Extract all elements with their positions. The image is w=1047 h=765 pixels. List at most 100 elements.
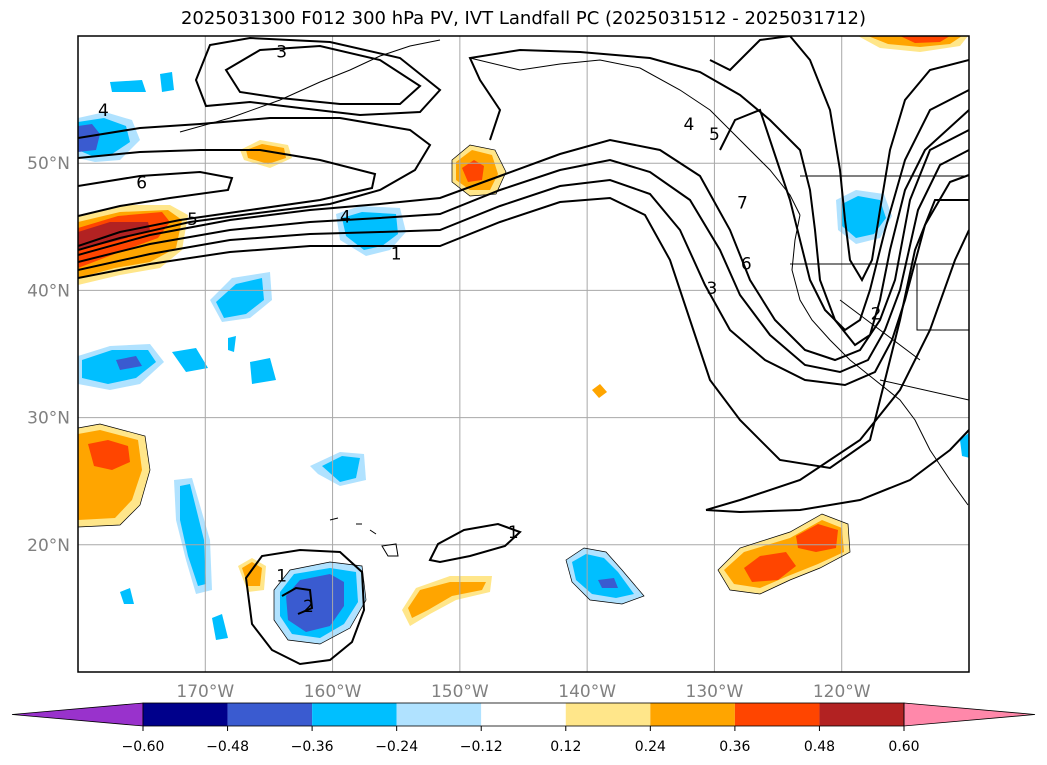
contour-line <box>78 149 377 247</box>
anomaly-outline <box>451 144 507 197</box>
x-tick-label: 170°W <box>176 682 234 702</box>
anomaly-outline <box>78 423 151 528</box>
contour-line <box>468 48 969 347</box>
contour-line <box>224 44 422 105</box>
x-tick-label: 150°W <box>431 682 489 702</box>
contour-label: 2 <box>303 597 314 617</box>
contour-line <box>78 149 969 374</box>
contour-label: 2 <box>871 304 882 324</box>
contour-line <box>78 196 969 470</box>
contour-line <box>705 429 969 514</box>
colorbar-tick-label: 0.60 <box>888 739 919 755</box>
colorbar-segment <box>396 703 482 726</box>
contour-label: 5 <box>187 210 198 230</box>
colorbar-segment <box>143 703 228 726</box>
x-tick-label: 120°W <box>813 682 871 702</box>
negative-anomaly-region <box>160 72 174 92</box>
contour-label: 6 <box>136 173 147 193</box>
shading-outlines <box>78 144 851 645</box>
negative-anomaly-region <box>842 196 886 238</box>
colorbar-segment <box>650 703 735 726</box>
colorbar-tick-label: 0.24 <box>635 739 666 755</box>
grid-lines <box>78 36 969 672</box>
negative-anomaly-region <box>110 80 146 92</box>
colorbar-extend-min <box>11 702 144 727</box>
contour-line <box>78 129 969 362</box>
colorbar-tick-label: −0.12 <box>460 739 503 755</box>
plot-frame <box>77 35 970 673</box>
contour-label: 6 <box>741 255 752 275</box>
x-tick-label: 130°W <box>686 682 744 702</box>
contour-label: 3 <box>706 279 717 299</box>
negative-anomaly-region <box>250 358 276 384</box>
positive-anomaly-region <box>462 160 484 182</box>
negative-anomaly-region <box>322 456 360 482</box>
coastlines <box>179 39 969 557</box>
y-tick-label: 50°N <box>27 154 70 174</box>
contour-label: 5 <box>709 125 720 145</box>
positive-anomaly-region <box>592 384 607 398</box>
negative-anomaly-region <box>598 578 618 588</box>
contour-line <box>719 89 969 332</box>
anomaly-outline <box>717 513 851 595</box>
contour-line <box>194 36 442 117</box>
negative-anomaly-region <box>960 432 969 458</box>
border-states <box>790 263 969 401</box>
negative-anomaly-region <box>342 212 398 250</box>
contour-line <box>709 36 969 283</box>
y-tick-label: 40°N <box>27 281 70 301</box>
colorbar-tick-label: 0.36 <box>719 739 750 755</box>
y-axis: 20°N 30°N 40°N 50°N <box>27 154 70 556</box>
pv-shading-layer <box>78 36 969 644</box>
coastline-alaska <box>179 39 441 133</box>
chart-title: 2025031300 F012 300 hPa PV, IVT Landfall… <box>180 8 867 29</box>
negative-anomaly-region <box>212 614 228 640</box>
colorbar-segment <box>481 703 566 726</box>
contour-line <box>428 522 522 564</box>
colorbar-tick-label: 0.48 <box>804 739 835 755</box>
colorbar-frame <box>142 702 905 727</box>
contour-label: 4 <box>684 115 695 135</box>
positive-anomaly-region <box>900 36 950 43</box>
contour-label: 4 <box>340 208 351 228</box>
negative-anomaly-region <box>116 356 142 370</box>
colorbar-segment <box>565 703 651 726</box>
anomaly-outline <box>565 547 645 605</box>
positive-anomaly-region <box>744 552 796 582</box>
contour-label: 1 <box>391 245 402 265</box>
y-tick-label: 30°N <box>27 409 70 429</box>
x-axis: 170°W 160°W 150°W 140°W 130°W 120°W <box>176 682 870 702</box>
contour-line <box>78 174 969 387</box>
contour-label: 7 <box>737 194 748 214</box>
colorbar-segment <box>734 703 820 726</box>
positive-anomaly-region <box>88 440 130 470</box>
positive-anomaly-region <box>408 582 486 618</box>
contour-line <box>78 117 432 251</box>
contour-line <box>78 170 234 217</box>
pv-contours <box>78 36 969 666</box>
negative-anomaly-region <box>216 278 264 318</box>
x-tick-label: 160°W <box>304 682 362 702</box>
contour-label: 1 <box>508 523 519 543</box>
negative-anomaly-region <box>180 484 206 586</box>
colorbar-segment <box>227 703 313 726</box>
contour-label: 1 <box>276 566 287 586</box>
contour-label: 3 <box>276 42 287 62</box>
negative-anomaly-region <box>228 336 236 352</box>
negative-anomaly-region <box>78 124 100 152</box>
colorbar-tick-label: −0.24 <box>375 739 418 755</box>
colorbar-segment <box>312 703 397 726</box>
coastline-west-coast <box>791 214 969 506</box>
coastline-alaska <box>469 57 801 216</box>
x-tick-label: 140°W <box>558 682 616 702</box>
colorbar-tick-label: 0.12 <box>550 739 581 755</box>
colorbar-segment <box>819 703 904 726</box>
colorbar: −0.60 −0.48 −0.36 −0.24 −0.12 0.12 0.24 0.36 0.4… <box>11 702 1036 755</box>
y-tick-label: 20°N <box>27 536 70 556</box>
contour-line <box>244 548 366 666</box>
colorbar-extend-max <box>903 702 1036 727</box>
negative-anomaly-region <box>172 348 208 372</box>
colorbar-tick-label: −0.36 <box>291 739 334 755</box>
